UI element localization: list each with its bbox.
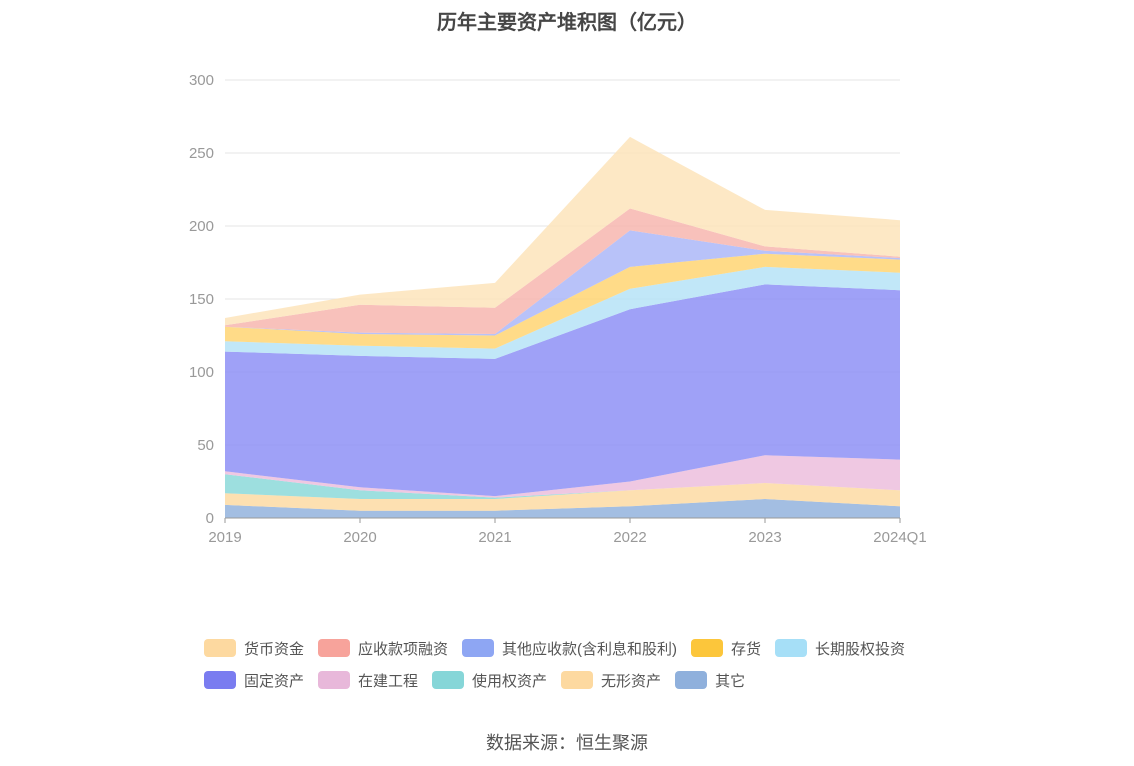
legend-item[interactable]: 应收款项融资 <box>318 638 448 659</box>
area-series <box>225 483 900 511</box>
y-tick-label: 250 <box>189 145 214 162</box>
legend-label: 其他应收款(含利息和股利) <box>502 640 678 658</box>
y-tick-label: 0 <box>206 510 214 527</box>
legend-row-1: 货币资金 应收款项融资 其他应收款(含利息和股利) 存货 长期股权投资 <box>204 632 964 664</box>
x-tick-label: 2020 <box>343 529 376 546</box>
legend-label: 无形资产 <box>601 672 662 690</box>
x-tick-label: 2022 <box>613 529 646 546</box>
legend-item[interactable]: 固定资产 <box>204 670 304 691</box>
y-tick-label: 50 <box>197 437 214 454</box>
legend-swatch <box>204 671 236 689</box>
legend-item[interactable]: 无形资产 <box>561 670 661 691</box>
legend-item[interactable]: 使用权资产 <box>432 670 547 691</box>
legend-item[interactable]: 长期股权投资 <box>775 638 905 659</box>
y-tick-label: 150 <box>189 291 214 308</box>
x-tick-label: 2021 <box>478 529 511 546</box>
legend-swatch <box>775 639 808 657</box>
legend-swatch <box>204 639 236 657</box>
legend-label: 其它 <box>715 672 746 690</box>
data-source: 数据来源：恒生聚源 <box>486 733 648 753</box>
y-tick-label: 300 <box>189 72 214 89</box>
chart-title: 历年主要资产堆积图（亿元） <box>437 12 697 34</box>
area-series <box>225 455 900 498</box>
area-series <box>225 253 900 349</box>
legend: 货币资金 应收款项融资 其他应收款(含利息和股利) 存货 长期股权投资 固定资产 在建工程… <box>204 632 964 696</box>
legend-row-2: 固定资产 在建工程 使用权资产 无形资产 其它 <box>204 664 964 696</box>
legend-swatch <box>561 671 594 689</box>
legend-swatch <box>318 671 351 689</box>
area-series <box>225 136 900 326</box>
legend-swatch <box>462 639 495 657</box>
legend-swatch <box>675 671 708 689</box>
y-tick-label: 200 <box>189 218 214 235</box>
legend-label: 长期股权投资 <box>815 640 906 658</box>
legend-label: 在建工程 <box>358 672 419 690</box>
x-tick-label: 2019 <box>208 529 241 546</box>
area-series <box>225 208 900 334</box>
legend-label: 存货 <box>731 640 762 658</box>
area-series <box>225 284 900 497</box>
legend-label: 使用权资产 <box>472 672 548 690</box>
legend-item[interactable]: 其他应收款(含利息和股利) <box>462 638 677 659</box>
legend-item[interactable]: 存货 <box>691 638 761 659</box>
x-tick-label: 2023 <box>748 529 781 546</box>
area-series <box>225 230 900 336</box>
legend-swatch <box>691 639 724 657</box>
y-tick-label: 100 <box>189 364 214 381</box>
legend-label: 应收款项融资 <box>358 640 449 658</box>
legend-item[interactable]: 在建工程 <box>318 670 418 691</box>
legend-label: 货币资金 <box>244 640 305 658</box>
legend-swatch <box>432 671 465 689</box>
legend-item[interactable]: 货币资金 <box>204 638 304 659</box>
area-series <box>225 474 900 499</box>
legend-swatch <box>318 639 351 657</box>
x-tick-label: 2024Q1 <box>873 529 926 546</box>
area-series <box>225 266 900 359</box>
legend-label: 固定资产 <box>244 672 305 690</box>
legend-item[interactable]: 其它 <box>675 670 745 691</box>
